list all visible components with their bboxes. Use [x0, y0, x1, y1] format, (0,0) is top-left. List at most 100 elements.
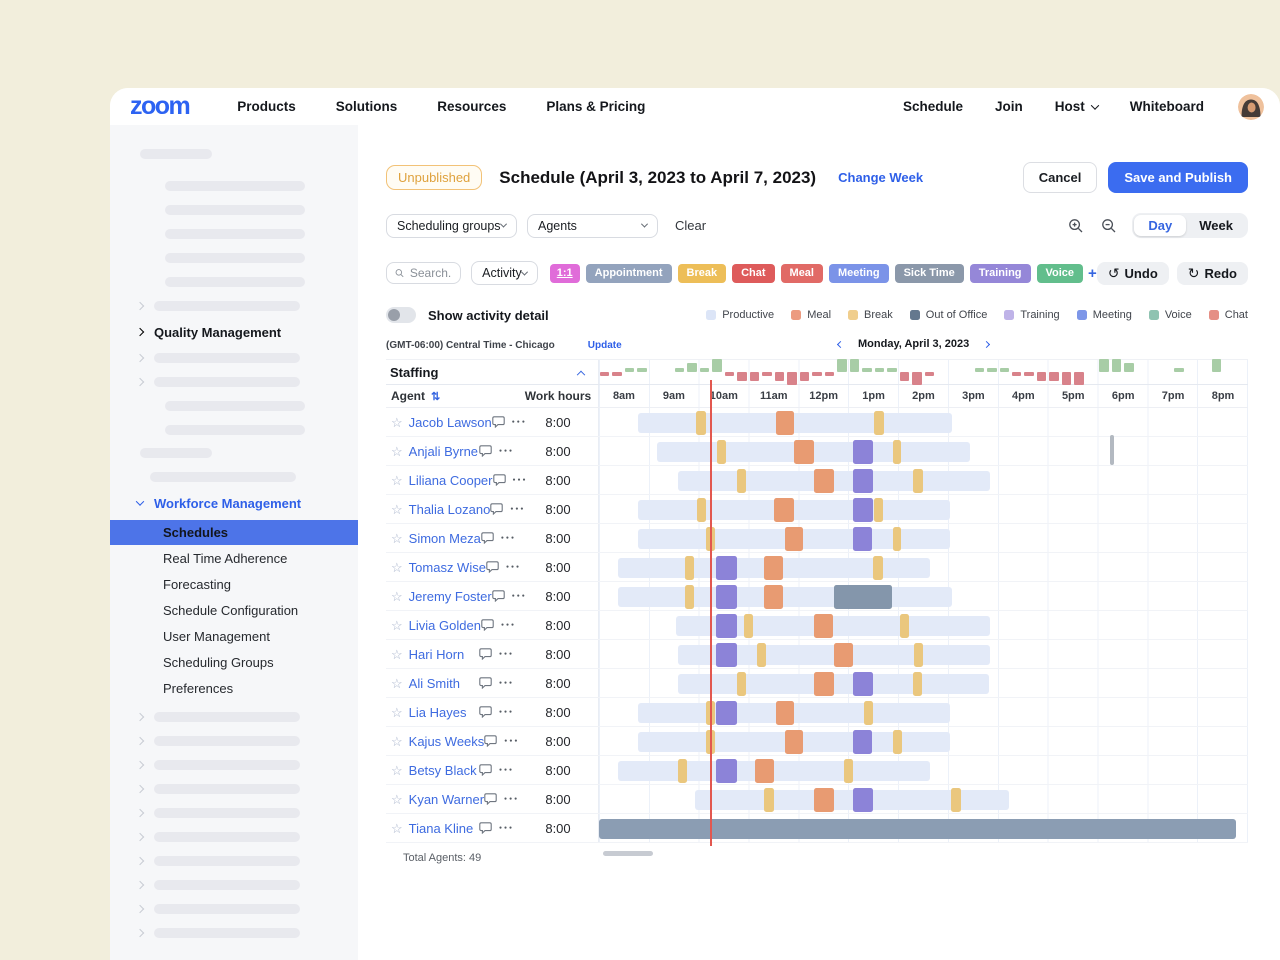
- more-options-icon[interactable]: ●●●: [504, 737, 520, 744]
- star-icon[interactable]: ☆: [391, 472, 403, 488]
- activity-segment-t[interactable]: [716, 700, 737, 725]
- activity-segment-m[interactable]: [813, 613, 833, 638]
- activity-segment-m[interactable]: [774, 497, 795, 522]
- nav-item-solutions[interactable]: Solutions: [335, 99, 398, 114]
- activity-segment-b[interactable]: [685, 584, 695, 609]
- more-options-icon[interactable]: ●●●: [498, 824, 514, 831]
- chat-icon[interactable]: [491, 590, 505, 602]
- chat-icon[interactable]: [479, 677, 492, 689]
- undo-button[interactable]: ↺ Undo: [1096, 261, 1169, 285]
- more-options-icon[interactable]: ●●●: [505, 563, 522, 570]
- agent-name[interactable]: Lia Hayes: [408, 704, 467, 720]
- nav-item-host[interactable]: Host: [1055, 99, 1099, 114]
- more-options-icon[interactable]: ●●●: [511, 592, 527, 599]
- nav-item-join[interactable]: Join: [994, 99, 1023, 114]
- shift-bar[interactable]: [657, 441, 971, 462]
- star-icon[interactable]: ☆: [391, 414, 403, 430]
- more-options-icon[interactable]: ●●●: [498, 679, 514, 686]
- previous-day-icon[interactable]: [836, 340, 845, 348]
- activity-segment-b[interactable]: [873, 497, 883, 522]
- nav-item-resources[interactable]: Resources: [437, 99, 507, 114]
- activity-segment-m[interactable]: [813, 468, 834, 493]
- nav-item-plans-pricing[interactable]: Plans & Pricing: [546, 99, 646, 114]
- star-icon[interactable]: ☆: [391, 820, 403, 836]
- sidebar-item-real-time-adherence[interactable]: Real Time Adherence: [110, 545, 358, 571]
- redo-button[interactable]: ↻ Redo: [1176, 261, 1248, 285]
- chat-icon[interactable]: [481, 532, 494, 544]
- activity-chip-meal[interactable]: Meal: [780, 263, 823, 283]
- save-and-publish-button[interactable]: Save and Publish: [1108, 162, 1248, 193]
- sidebar-item-schedules[interactable]: Schedules: [110, 520, 358, 545]
- activity-segment-t[interactable]: [716, 613, 737, 638]
- activity-segment-t[interactable]: [852, 526, 872, 551]
- agent-name[interactable]: Anjali Byrne: [408, 443, 479, 459]
- timezone-update-link[interactable]: Update: [587, 339, 622, 351]
- chat-icon[interactable]: [479, 822, 492, 834]
- agent-name[interactable]: Jeremy Foster: [408, 588, 492, 604]
- star-icon[interactable]: ☆: [391, 559, 403, 575]
- sidebar-item-scheduling-groups[interactable]: Scheduling Groups: [110, 649, 358, 675]
- agent-name[interactable]: Tiana Kline: [408, 820, 474, 836]
- nav-item-products[interactable]: Products: [237, 99, 296, 114]
- activity-segment-b[interactable]: [685, 555, 695, 580]
- sidebar-item-forecasting[interactable]: Forecasting: [110, 571, 358, 597]
- agent-name[interactable]: Simon Meza: [408, 530, 481, 546]
- activity-segment-m[interactable]: [764, 555, 784, 580]
- activity-segment-m[interactable]: [775, 700, 794, 725]
- activity-segment-b[interactable]: [756, 642, 766, 667]
- activity-segment-b[interactable]: [863, 700, 873, 725]
- activity-segment-t[interactable]: [852, 787, 873, 812]
- activity-segment-b[interactable]: [913, 671, 923, 696]
- chat-icon[interactable]: [479, 764, 492, 776]
- more-options-icon[interactable]: ●●●: [498, 650, 514, 657]
- activity-segment-o[interactable]: [833, 584, 892, 609]
- activity-segment-b[interactable]: [696, 410, 707, 435]
- activity-segment-t[interactable]: [852, 468, 873, 493]
- activity-segment-b[interactable]: [892, 526, 901, 551]
- sidebar-item-preferences[interactable]: Preferences: [110, 675, 358, 701]
- activity-segment-b[interactable]: [717, 439, 726, 464]
- activity-segment-b[interactable]: [873, 410, 884, 435]
- sort-icon[interactable]: ⇅: [431, 390, 441, 403]
- next-day-icon[interactable]: [983, 340, 991, 348]
- scheduling-groups-dropdown[interactable]: Scheduling groups: [386, 213, 517, 238]
- agent-name[interactable]: Betsy Black: [408, 762, 477, 778]
- shift-bar[interactable]: [677, 470, 991, 491]
- agents-dropdown[interactable]: Agents: [527, 213, 658, 238]
- activity-dropdown[interactable]: Activity: [471, 261, 538, 285]
- chat-icon[interactable]: [481, 619, 494, 631]
- agent-name[interactable]: Kajus Weeks: [408, 733, 485, 749]
- activity-segment-m[interactable]: [775, 410, 795, 435]
- cancel-button[interactable]: Cancel: [1022, 162, 1098, 193]
- shift-bar[interactable]: [637, 702, 951, 723]
- agent-name[interactable]: Kyan Warner: [408, 791, 485, 807]
- shift-bar[interactable]: [617, 586, 953, 607]
- activity-segment-m[interactable]: [813, 787, 834, 812]
- change-week-link[interactable]: Change Week: [838, 170, 924, 185]
- star-icon[interactable]: ☆: [391, 617, 403, 633]
- activity-segment-m[interactable]: [764, 584, 784, 609]
- activity-chip-chat[interactable]: Chat: [732, 263, 775, 283]
- chat-icon[interactable]: [492, 474, 506, 486]
- activity-segment-m[interactable]: [813, 671, 834, 696]
- more-options-icon[interactable]: ●●●: [498, 766, 514, 773]
- shift-bar[interactable]: [637, 499, 951, 520]
- activity-segment-t[interactable]: [852, 439, 873, 464]
- search-input[interactable]: [409, 266, 453, 280]
- more-options-icon[interactable]: ●●●: [498, 708, 514, 715]
- agent-name[interactable]: Jacob Lawson: [408, 414, 492, 430]
- activity-segment-m[interactable]: [755, 758, 775, 783]
- shift-bar[interactable]: [637, 412, 953, 433]
- activity-segment-m[interactable]: [833, 642, 853, 667]
- agent-name[interactable]: Tomasz Wise: [408, 559, 486, 575]
- zoom-logo[interactable]: zoom: [130, 92, 191, 120]
- activity-segment-t[interactable]: [716, 758, 737, 783]
- zoom-in-icon[interactable]: [1068, 218, 1084, 234]
- activity-segment-t[interactable]: [852, 671, 873, 696]
- add-activity-button[interactable]: +: [1088, 264, 1097, 282]
- activity-segment-t[interactable]: [716, 584, 737, 609]
- activity-segment-b[interactable]: [913, 468, 923, 493]
- shift-bar[interactable]: [677, 644, 991, 665]
- collapse-staffing-icon[interactable]: [576, 370, 586, 380]
- more-options-icon[interactable]: ●●●: [510, 505, 526, 512]
